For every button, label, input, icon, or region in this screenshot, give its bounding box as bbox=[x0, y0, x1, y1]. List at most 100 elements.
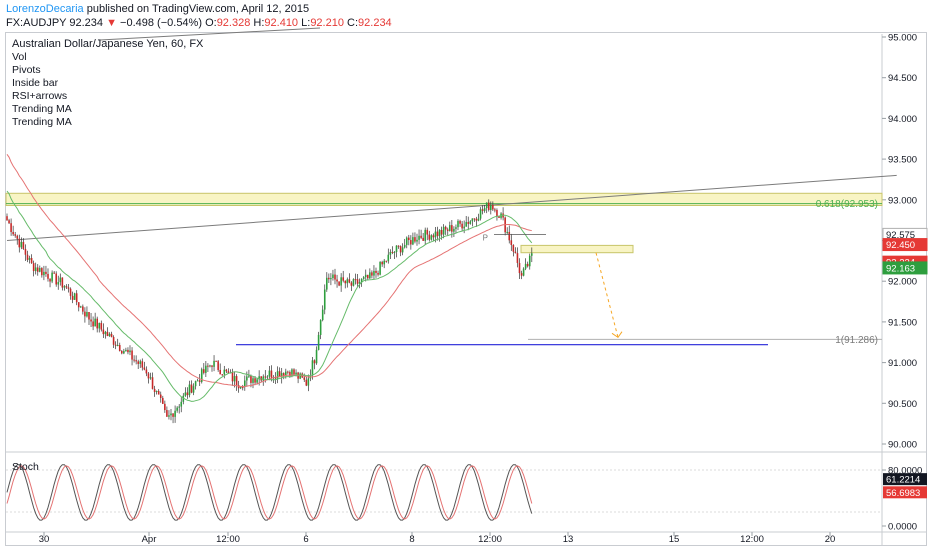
candle-body bbox=[490, 204, 492, 211]
trend-line-upper[interactable] bbox=[99, 27, 321, 41]
candle-body bbox=[434, 231, 437, 238]
candle-body bbox=[399, 246, 402, 253]
stoch-tag-label: 61.2214 bbox=[886, 475, 920, 486]
candle-body bbox=[209, 365, 211, 367]
chart-title: Australian Dollar/Japanese Yen, 60, FX bbox=[12, 38, 204, 50]
trend-line[interactable] bbox=[6, 174, 897, 241]
candle-body bbox=[235, 376, 238, 386]
candle-body bbox=[10, 223, 12, 232]
candle-body bbox=[92, 321, 94, 327]
candle-body bbox=[69, 288, 72, 296]
candle-body bbox=[270, 370, 273, 378]
legend-item-pivots[interactable]: Pivots bbox=[12, 64, 41, 76]
symbol-label[interactable]: FX:AUDJPY bbox=[6, 17, 67, 29]
candle-body bbox=[414, 237, 416, 242]
legend-item-trending-ma-1[interactable]: Trending MA bbox=[12, 103, 72, 115]
candle-body bbox=[203, 369, 205, 373]
close-value: 92.234 bbox=[358, 17, 392, 29]
candle-body bbox=[518, 262, 521, 274]
candle-body bbox=[104, 331, 107, 335]
legend-item-inside-bar[interactable]: Inside bar bbox=[12, 77, 59, 89]
candle-body bbox=[397, 245, 400, 247]
chart-panel[interactable] bbox=[5, 32, 927, 546]
candle-body bbox=[264, 376, 267, 378]
candle-body bbox=[256, 379, 258, 383]
candle-body bbox=[233, 376, 236, 382]
candle-body bbox=[516, 253, 519, 263]
candle-body bbox=[459, 220, 461, 224]
time-axis-label: 6 bbox=[303, 534, 308, 545]
legend-item-trending-ma-2[interactable]: Trending MA bbox=[12, 116, 72, 128]
stoch-tag-box bbox=[883, 486, 927, 499]
candle-body bbox=[73, 293, 76, 300]
candle-body bbox=[352, 279, 355, 286]
candle-body bbox=[274, 377, 277, 379]
candle-body bbox=[451, 225, 453, 232]
candle-body bbox=[65, 286, 68, 288]
symbol-quote-line: FX:AUDJPY 92.234 ▼ −0.498 (−0.54%) O:92.… bbox=[6, 17, 392, 29]
price-tag-label: 92.450 bbox=[886, 240, 915, 251]
author-link[interactable]: LorenzoDecaria bbox=[6, 3, 84, 15]
candle-body bbox=[418, 235, 420, 240]
time-axis-label: 8 bbox=[409, 534, 414, 545]
candle-body bbox=[221, 374, 224, 376]
candle-body bbox=[291, 369, 293, 377]
candle-body bbox=[43, 271, 45, 276]
time-axis-label: 12:00 bbox=[740, 534, 764, 545]
candle-body bbox=[125, 349, 127, 352]
candle-body bbox=[444, 226, 447, 230]
candle-body bbox=[438, 229, 441, 237]
price-axis-label: 95.000 bbox=[888, 33, 917, 44]
candle-body bbox=[449, 225, 451, 231]
candle-body bbox=[266, 376, 269, 378]
candle-body bbox=[123, 351, 125, 354]
candle-body bbox=[315, 349, 318, 364]
candle-body bbox=[391, 251, 394, 253]
trending-ma-green-line[interactable] bbox=[6, 190, 533, 402]
candle-body bbox=[410, 240, 412, 245]
small-zone[interactable] bbox=[520, 244, 634, 254]
candle-body bbox=[385, 260, 388, 262]
candle-body bbox=[192, 386, 195, 393]
candle-body bbox=[467, 222, 470, 224]
legend-item-rsi-arrows[interactable]: RSI+arrows bbox=[12, 90, 68, 102]
time-axis-label: 12:00 bbox=[478, 534, 502, 545]
projection-arrow-line[interactable] bbox=[595, 252, 619, 338]
price-tag-label: 92.575 bbox=[886, 230, 915, 241]
candle-body bbox=[393, 251, 396, 253]
candle-body bbox=[59, 277, 62, 283]
resistance-zone[interactable] bbox=[5, 192, 883, 206]
candle-body bbox=[531, 253, 533, 256]
candle-body bbox=[254, 378, 256, 383]
candle-body bbox=[453, 228, 455, 232]
candle-body bbox=[293, 369, 295, 375]
candle-body bbox=[520, 273, 523, 276]
stoch-k-line[interactable] bbox=[6, 464, 533, 521]
candle-body bbox=[346, 279, 349, 284]
candle-body bbox=[405, 237, 408, 245]
close-label: C: bbox=[347, 17, 359, 29]
candle-body bbox=[420, 235, 422, 238]
candle-body bbox=[219, 369, 221, 375]
stoch-d-line[interactable] bbox=[6, 465, 533, 520]
candle-body bbox=[194, 381, 197, 387]
candle-body bbox=[522, 268, 525, 276]
candle-body bbox=[63, 286, 66, 288]
candle-body bbox=[276, 371, 279, 379]
candle-body bbox=[106, 331, 109, 337]
candle-body bbox=[387, 254, 390, 262]
candle-body bbox=[442, 226, 445, 235]
candle-body bbox=[162, 397, 164, 404]
stoch-title[interactable]: Stoch bbox=[12, 461, 39, 473]
candle-body bbox=[170, 413, 172, 416]
candle-body bbox=[334, 274, 336, 280]
candle-body bbox=[36, 267, 39, 272]
candle-body bbox=[196, 380, 199, 382]
price-axis-label: 94.000 bbox=[888, 114, 917, 125]
candle-body bbox=[321, 309, 324, 321]
candle-body bbox=[137, 361, 139, 364]
legend-item-vol[interactable]: Vol bbox=[12, 51, 27, 63]
trending-ma-red-line[interactable] bbox=[6, 154, 532, 388]
candle-body bbox=[403, 244, 406, 248]
